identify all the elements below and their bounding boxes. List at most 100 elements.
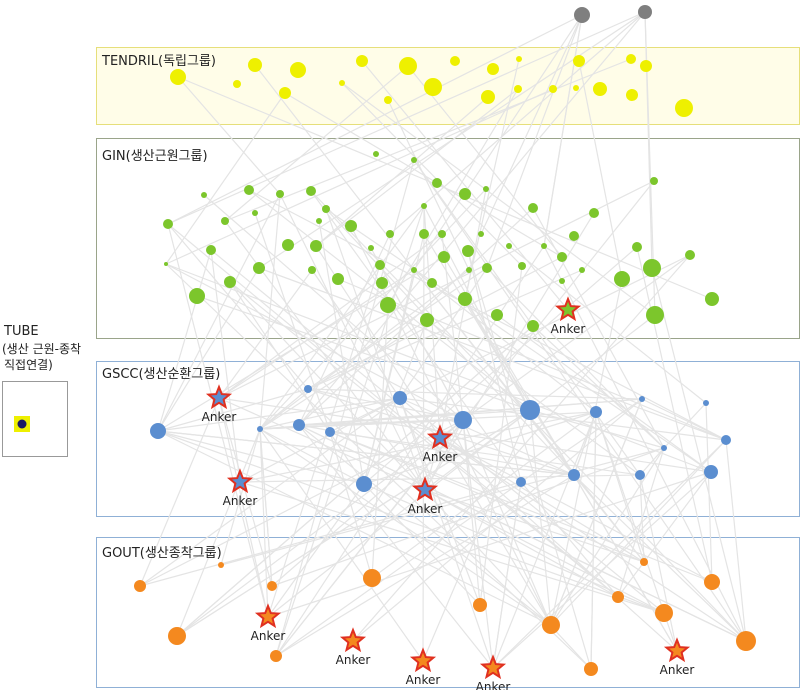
gout-node	[363, 569, 381, 587]
gscc-node	[661, 445, 667, 451]
edge	[639, 474, 678, 652]
edge	[218, 233, 443, 399]
gray-node	[638, 5, 652, 19]
edge	[520, 481, 619, 598]
anker-label: Anker	[251, 629, 286, 643]
tendril-node	[516, 56, 522, 62]
edge	[258, 267, 727, 441]
tendril-node	[170, 69, 186, 85]
edge	[329, 254, 691, 433]
gin-node	[541, 243, 547, 249]
gscc-node	[356, 476, 372, 492]
gin-node	[483, 186, 489, 192]
gin-node	[282, 239, 294, 251]
anker-star-icon	[226, 468, 254, 494]
anker-label: Anker	[336, 653, 371, 667]
edge	[315, 96, 489, 247]
edge	[248, 189, 727, 441]
edge	[725, 439, 747, 642]
edge	[352, 398, 643, 642]
edge	[399, 397, 481, 606]
edge	[298, 424, 494, 669]
gin-node	[491, 309, 503, 321]
gin-node	[685, 250, 695, 260]
edge	[218, 397, 269, 618]
edge	[229, 281, 592, 670]
edge	[424, 489, 665, 614]
gin-node	[189, 288, 205, 304]
anker-star-icon	[663, 637, 691, 663]
gin-node	[345, 220, 357, 232]
gin-node	[322, 205, 330, 213]
tube-subtitle-line2: 직접연결)	[4, 358, 53, 372]
edge	[220, 428, 261, 566]
gin-node	[221, 217, 229, 225]
edge	[298, 207, 534, 426]
edge	[271, 419, 464, 587]
edge	[441, 233, 464, 421]
tendril-node	[549, 85, 557, 93]
gin-node	[316, 218, 322, 224]
tendril-node	[487, 63, 499, 75]
gin-node	[206, 245, 216, 255]
edge	[167, 223, 269, 618]
gout-node	[704, 574, 720, 590]
node-layer	[14, 5, 756, 676]
edge	[279, 193, 426, 491]
edge	[644, 11, 653, 269]
edge	[139, 419, 464, 587]
edge	[389, 11, 646, 235]
gin-node	[632, 242, 642, 252]
gin-node	[427, 278, 437, 288]
gout-node	[655, 604, 673, 622]
edge	[399, 267, 488, 399]
edge	[363, 483, 665, 614]
gin-node	[528, 203, 538, 213]
gin-node	[705, 292, 719, 306]
edge	[422, 409, 531, 662]
edge	[529, 409, 665, 449]
gin-node	[276, 190, 284, 198]
tendril-node	[248, 58, 262, 72]
edge	[492, 471, 712, 669]
edge	[176, 325, 534, 637]
gin-node	[506, 243, 512, 249]
edge	[275, 159, 415, 657]
edge	[218, 269, 313, 399]
edge	[413, 159, 747, 642]
edge	[350, 225, 552, 626]
gout-node	[473, 598, 487, 612]
tendril-group-label: TENDRIL(독립그룹)	[102, 54, 216, 69]
gin-node	[224, 276, 236, 288]
edge	[311, 269, 401, 399]
gout-node	[612, 591, 624, 603]
tendril-node	[640, 60, 652, 72]
anker-star-icon	[409, 647, 437, 673]
anker-label: Anker	[408, 502, 443, 516]
gin-node	[527, 320, 539, 332]
tendril-node	[384, 96, 392, 104]
anker-label: Anker	[476, 680, 511, 690]
edge	[218, 397, 426, 491]
edge	[413, 269, 597, 413]
gin-node	[438, 230, 446, 238]
gin-node	[386, 230, 394, 238]
gscc-node	[590, 406, 602, 418]
edge	[641, 398, 727, 441]
edge	[275, 474, 575, 657]
gin-node	[376, 277, 388, 289]
edge	[218, 397, 712, 473]
edge	[267, 483, 365, 618]
edge	[165, 263, 592, 670]
gin-node	[201, 192, 207, 198]
gin-node	[308, 266, 316, 274]
edge	[275, 481, 522, 657]
edge	[486, 14, 583, 269]
gin-node	[643, 259, 661, 277]
edge	[371, 411, 597, 579]
edge	[224, 65, 409, 222]
gin-node	[646, 306, 664, 324]
edge	[462, 419, 494, 669]
tube-node	[17, 419, 27, 429]
gin-node	[420, 313, 434, 327]
